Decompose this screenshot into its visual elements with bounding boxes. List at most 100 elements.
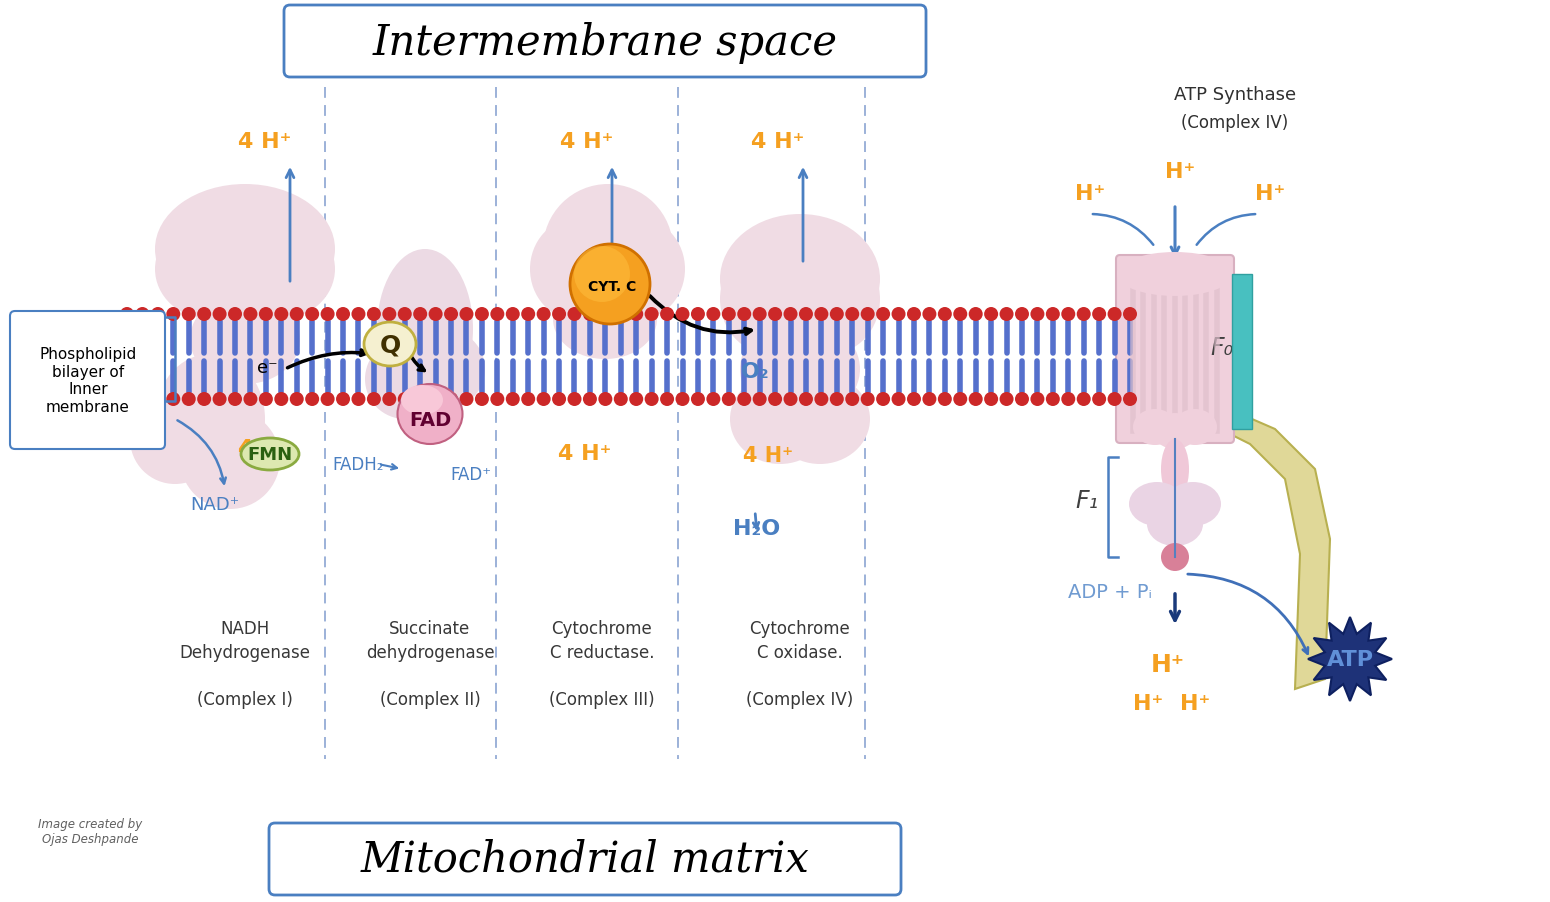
Ellipse shape	[1173, 410, 1217, 446]
Circle shape	[1000, 308, 1014, 322]
Circle shape	[367, 308, 381, 322]
Bar	[1232, 275, 1252, 429]
Circle shape	[552, 392, 566, 407]
Circle shape	[197, 392, 211, 407]
Circle shape	[753, 308, 767, 322]
Circle shape	[845, 392, 859, 407]
Ellipse shape	[130, 394, 220, 484]
Text: ATP Synthase: ATP Synthase	[1173, 86, 1296, 104]
Circle shape	[814, 392, 828, 407]
Circle shape	[907, 392, 921, 407]
Circle shape	[1062, 392, 1076, 407]
Ellipse shape	[180, 410, 281, 510]
Ellipse shape	[542, 185, 673, 315]
Circle shape	[829, 308, 843, 322]
Ellipse shape	[364, 340, 445, 419]
Text: 4 H⁺: 4 H⁺	[742, 446, 794, 465]
Text: H⁺: H⁺	[1166, 161, 1195, 182]
Circle shape	[660, 392, 674, 407]
Circle shape	[860, 308, 874, 322]
Circle shape	[1062, 308, 1076, 322]
Circle shape	[753, 392, 767, 407]
Text: Phospholipid
bilayer of
Inner
membrane: Phospholipid bilayer of Inner membrane	[39, 347, 136, 414]
Ellipse shape	[730, 374, 829, 465]
Polygon shape	[1308, 617, 1392, 701]
Circle shape	[1046, 392, 1060, 407]
Circle shape	[383, 392, 397, 407]
Text: FMN: FMN	[248, 446, 293, 464]
Text: F₁: F₁	[1074, 489, 1097, 512]
Circle shape	[676, 308, 690, 322]
Circle shape	[474, 308, 488, 322]
Ellipse shape	[1147, 502, 1203, 547]
Text: 4 H⁺: 4 H⁺	[558, 444, 612, 464]
Circle shape	[383, 308, 397, 322]
Ellipse shape	[191, 295, 301, 384]
Circle shape	[984, 308, 998, 322]
Circle shape	[552, 308, 566, 322]
Circle shape	[521, 308, 535, 322]
Circle shape	[259, 392, 273, 407]
Text: Succinate
dehydrogenase

(Complex II): Succinate dehydrogenase (Complex II)	[366, 620, 494, 708]
Ellipse shape	[770, 374, 870, 465]
Text: H⁺: H⁺	[1133, 694, 1162, 713]
Circle shape	[1124, 392, 1138, 407]
Circle shape	[305, 392, 319, 407]
Text: Image created by
Ojas Deshpande: Image created by Ojas Deshpande	[37, 817, 143, 845]
Circle shape	[1015, 392, 1029, 407]
Text: Cytochrome
C reductase.

(Complex III): Cytochrome C reductase. (Complex III)	[549, 620, 654, 708]
Text: F₀: F₀	[1211, 336, 1234, 360]
FancyBboxPatch shape	[284, 6, 925, 78]
Text: FADH₂: FADH₂	[332, 456, 384, 474]
Text: Cytochrome
C oxidase.

(Complex IV): Cytochrome C oxidase. (Complex IV)	[747, 620, 854, 708]
Circle shape	[598, 392, 612, 407]
Circle shape	[321, 308, 335, 322]
Text: NAD⁺: NAD⁺	[191, 495, 240, 513]
Ellipse shape	[364, 323, 415, 366]
Ellipse shape	[155, 185, 335, 315]
Text: e⁻: e⁻	[257, 359, 277, 376]
Circle shape	[414, 308, 428, 322]
Circle shape	[1108, 392, 1122, 407]
Circle shape	[243, 308, 257, 322]
Circle shape	[722, 308, 736, 322]
Circle shape	[1000, 392, 1014, 407]
Circle shape	[521, 392, 535, 407]
Circle shape	[181, 392, 195, 407]
Ellipse shape	[721, 215, 880, 345]
Ellipse shape	[721, 244, 820, 354]
Circle shape	[505, 308, 519, 322]
Circle shape	[290, 392, 304, 407]
Circle shape	[321, 392, 335, 407]
Circle shape	[536, 308, 550, 322]
Ellipse shape	[1128, 483, 1186, 527]
Circle shape	[228, 392, 242, 407]
Ellipse shape	[1166, 483, 1221, 527]
Circle shape	[398, 308, 412, 322]
Text: H⁺: H⁺	[1076, 184, 1105, 204]
Ellipse shape	[377, 250, 473, 410]
Circle shape	[798, 392, 812, 407]
Circle shape	[814, 308, 828, 322]
Circle shape	[567, 308, 581, 322]
Circle shape	[119, 308, 133, 322]
Circle shape	[166, 308, 180, 322]
Circle shape	[845, 308, 859, 322]
FancyBboxPatch shape	[9, 312, 164, 449]
Circle shape	[1093, 308, 1107, 322]
Ellipse shape	[739, 319, 860, 419]
Text: 4 H⁺: 4 H⁺	[239, 132, 291, 152]
Circle shape	[443, 392, 459, 407]
Circle shape	[570, 244, 649, 325]
Circle shape	[305, 308, 319, 322]
Circle shape	[722, 392, 736, 407]
Ellipse shape	[1153, 413, 1197, 449]
Circle shape	[969, 308, 983, 322]
Circle shape	[243, 392, 257, 407]
Ellipse shape	[780, 244, 880, 354]
Circle shape	[891, 392, 905, 407]
Circle shape	[1077, 308, 1091, 322]
Text: O₂: O₂	[741, 362, 769, 382]
Circle shape	[583, 392, 597, 407]
FancyBboxPatch shape	[270, 824, 901, 895]
